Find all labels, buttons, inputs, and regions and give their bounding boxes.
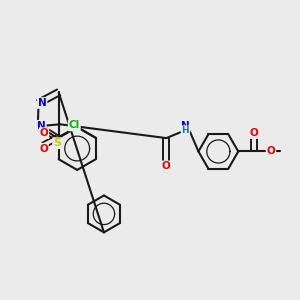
Text: N: N: [37, 121, 46, 131]
Text: N: N: [181, 121, 190, 131]
Text: S: S: [53, 138, 61, 148]
Text: O: O: [267, 146, 275, 156]
Text: H: H: [182, 126, 189, 135]
Text: O: O: [39, 144, 48, 154]
Text: O: O: [40, 128, 48, 138]
Text: O: O: [249, 128, 258, 138]
Text: N: N: [38, 98, 46, 108]
Text: Cl: Cl: [69, 120, 80, 130]
Text: O: O: [162, 161, 171, 171]
